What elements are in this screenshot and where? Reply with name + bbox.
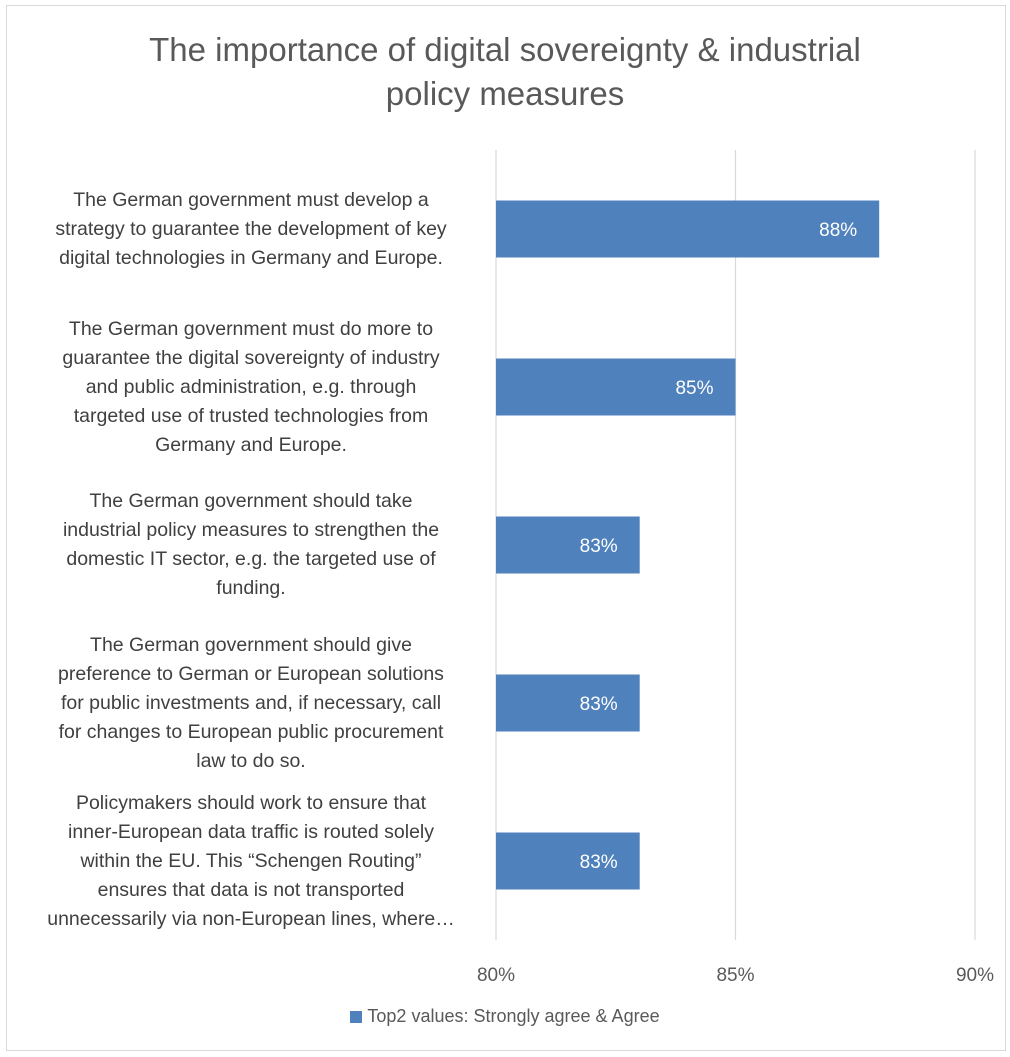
bar-value-label: 85% bbox=[675, 378, 713, 399]
category-label: The German government must do more to gua… bbox=[20, 315, 482, 460]
category-label-line: industrial policy measures to strengthen… bbox=[62, 519, 440, 541]
bar-value-label: 88% bbox=[819, 220, 857, 241]
category-label-line: funding. bbox=[216, 577, 286, 599]
x-tick-label: 85% bbox=[716, 965, 754, 986]
category-label: The German government must develop a stra… bbox=[20, 186, 482, 273]
chart-title-line-1: The importance of digital sovereignty & … bbox=[149, 31, 861, 68]
chart-title: The importance of digital sovereignty & … bbox=[0, 28, 1010, 116]
category-label-line: for changes to European public procureme… bbox=[58, 720, 444, 743]
chart-title-line-2: policy measures bbox=[385, 75, 625, 112]
bar bbox=[496, 358, 736, 416]
legend-swatch bbox=[350, 1010, 363, 1023]
category-label-line: digital technologies in Germany and Euro… bbox=[59, 246, 443, 269]
category-label-line: inner-European data traffic is routed so… bbox=[67, 820, 434, 843]
category-label-line: Germany and Europe. bbox=[155, 433, 347, 456]
legend-label: Top2 values: Strongly agree & Agree bbox=[367, 1006, 660, 1026]
category-label-line: and public administration, e.g. through bbox=[85, 375, 417, 398]
category-label-line: for public investments and, if necessary… bbox=[60, 691, 442, 714]
category-label-line: The German government must develop a bbox=[73, 188, 429, 211]
category-label-line: preference to German or European solutio… bbox=[58, 662, 444, 685]
x-tick-label: 80% bbox=[477, 965, 515, 986]
category-label-line: domestic IT sector, e.g. the targeted us… bbox=[66, 548, 436, 570]
category-label-line: strategy to guarantee the development of… bbox=[55, 217, 447, 240]
category-label-line: guarantee the digital sovereignty of ind… bbox=[62, 346, 440, 369]
bar-value-label: 83% bbox=[580, 536, 618, 557]
category-label-line: law to do so. bbox=[196, 749, 306, 772]
category-label-line: The German government should take bbox=[89, 490, 413, 512]
bar bbox=[496, 832, 640, 890]
category-label-line: Policymakers should work to ensure that bbox=[75, 791, 427, 814]
category-label: The German government should give prefere… bbox=[20, 631, 482, 776]
category-label-line: The German government must do more to bbox=[68, 317, 434, 340]
category-label-line: unnecessarily via non-European lines, wh… bbox=[47, 907, 455, 930]
category-label: The German government should take industr… bbox=[20, 487, 482, 603]
category-label: Policymakers should work to ensure that i… bbox=[20, 789, 482, 934]
bar-value-label: 83% bbox=[580, 694, 618, 715]
bar bbox=[496, 516, 640, 574]
legend: Top2 values: Strongly agree & Agree bbox=[0, 1006, 1010, 1027]
category-label-line: within the EU. This “Schengen Routing” bbox=[80, 849, 422, 872]
bar-value-label: 83% bbox=[580, 852, 618, 873]
bar bbox=[496, 674, 640, 732]
category-label-line: The German government should give bbox=[90, 633, 412, 656]
x-tick-label: 90% bbox=[956, 965, 994, 986]
category-label-line: targeted use of trusted technologies fro… bbox=[73, 404, 429, 427]
category-label-line: ensures that data is not transported bbox=[97, 878, 405, 901]
bar bbox=[496, 200, 880, 258]
